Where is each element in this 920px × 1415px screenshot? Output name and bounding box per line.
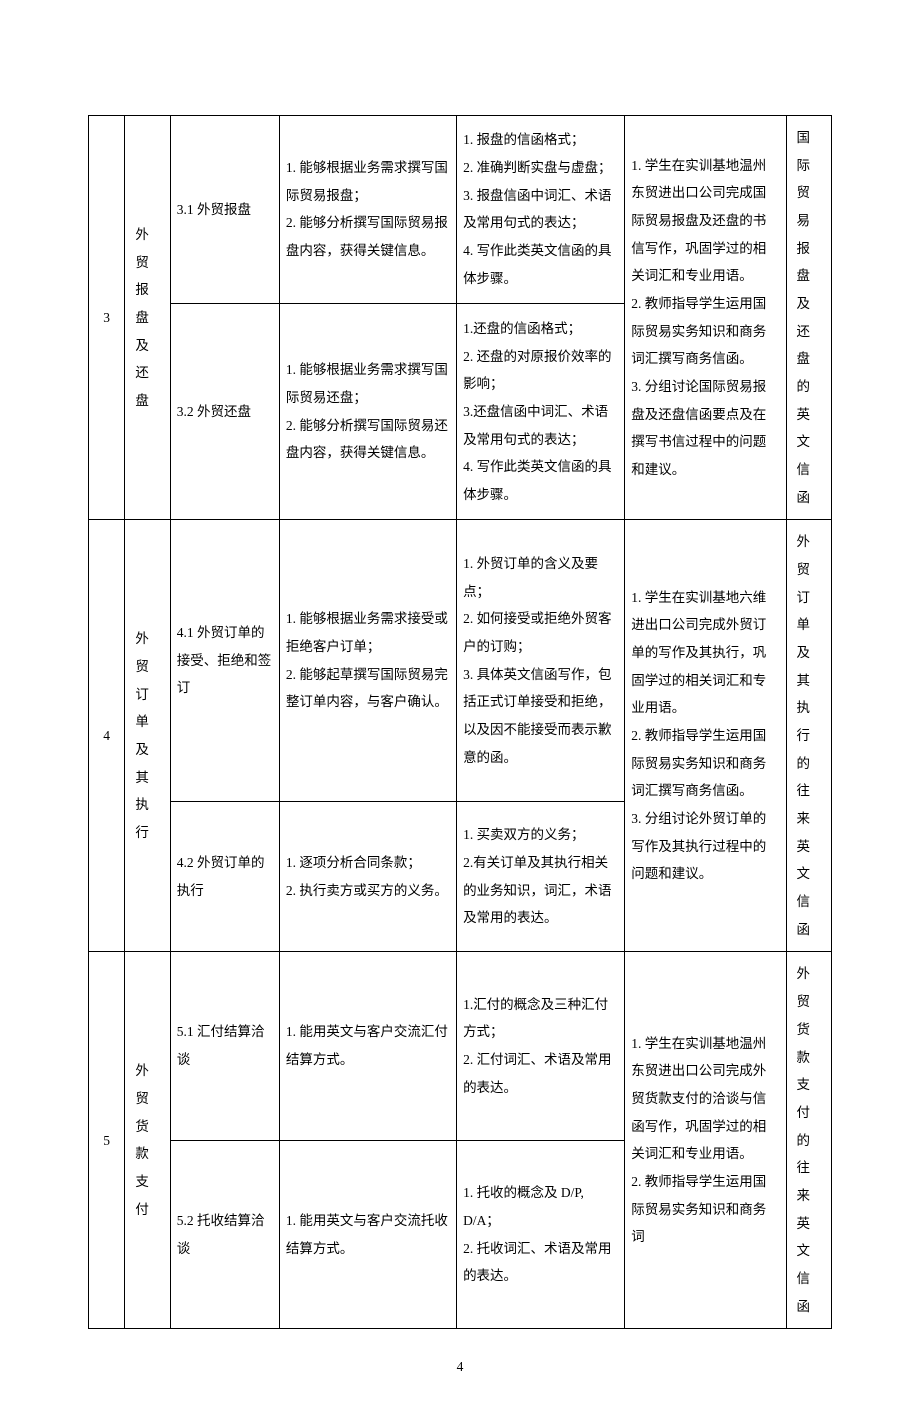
skill-cell: 1. 能够根据业务需求接受或拒绝客户订单； 2. 能够起草撰写国际贸易完整订单内…	[279, 520, 456, 801]
knowledge-cell: 1. 外贸订单的含义及要点； 2. 如何接受或拒绝外贸客户的订购； 3. 具体英…	[457, 520, 625, 801]
subtopic-cell: 5.2 托收结算洽谈	[170, 1140, 279, 1328]
output-cell: 外贸订单及其执行的往来英文信函	[786, 520, 831, 952]
table-row: 5 外贸货款支付 5.1 汇付结算洽谈 1. 能用英文与客户交流汇付结算方式。 …	[89, 952, 832, 1140]
activity-cell: 1. 学生在实训基地六维进出口公司完成外贸订单的写作及其执行，巩固学过的相关词汇…	[625, 520, 786, 952]
knowledge-cell: 1. 报盘的信函格式； 2. 准确判断实盘与虚盘； 3. 报盘信函中词汇、术语及…	[457, 116, 625, 304]
skill-cell: 1. 能够根据业务需求撰写国际贸易还盘； 2. 能够分析撰写国际贸易还盘内容，获…	[279, 303, 456, 519]
activity-cell: 1. 学生在实训基地温州东贸进出口公司完成外贸货款支付的洽谈与信函写作，巩固学过…	[625, 952, 786, 1329]
row-number: 4	[89, 520, 125, 952]
curriculum-table: 3 外贸报盘及还盘 3.1 外贸报盘 1. 能够根据业务需求撰写国际贸易报盘； …	[88, 115, 832, 1329]
topic-cell: 外贸货款支付	[125, 952, 170, 1329]
table-row: 4 外贸订单及其执行 4.1 外贸订单的接受、拒绝和签订 1. 能够根据业务需求…	[89, 520, 832, 801]
output-cell: 国际贸易报盘及还盘的英文信函	[786, 116, 831, 520]
skill-cell: 1. 能用英文与客户交流托收结算方式。	[279, 1140, 456, 1328]
subtopic-cell: 3.2 外贸还盘	[170, 303, 279, 519]
subtopic-cell: 4.2 外贸订单的执行	[170, 801, 279, 952]
knowledge-cell: 1. 托收的概念及 D/P, D/A； 2. 托收词汇、术语及常用的表达。	[457, 1140, 625, 1328]
subtopic-cell: 5.1 汇付结算洽谈	[170, 952, 279, 1140]
subtopic-cell: 4.1 外贸订单的接受、拒绝和签订	[170, 520, 279, 801]
output-cell: 外贸货款支付的往来英文信函	[786, 952, 831, 1329]
skill-cell: 1. 能用英文与客户交流汇付结算方式。	[279, 952, 456, 1140]
row-number: 3	[89, 116, 125, 520]
knowledge-cell: 1. 买卖双方的义务； 2.有关订单及其执行相关的业务知识，词汇，术语及常用的表…	[457, 801, 625, 952]
knowledge-cell: 1.汇付的概念及三种汇付方式； 2. 汇付词汇、术语及常用的表达。	[457, 952, 625, 1140]
page-number: 4	[88, 1359, 832, 1375]
table-row: 3 外贸报盘及还盘 3.1 外贸报盘 1. 能够根据业务需求撰写国际贸易报盘； …	[89, 116, 832, 304]
skill-cell: 1. 能够根据业务需求撰写国际贸易报盘； 2. 能够分析撰写国际贸易报盘内容，获…	[279, 116, 456, 304]
skill-cell: 1. 逐项分析合同条款； 2. 执行卖方或买方的义务。	[279, 801, 456, 952]
row-number: 5	[89, 952, 125, 1329]
knowledge-cell: 1.还盘的信函格式； 2. 还盘的对原报价效率的影响； 3.还盘信函中词汇、术语…	[457, 303, 625, 519]
topic-cell: 外贸报盘及还盘	[125, 116, 170, 520]
topic-cell: 外贸订单及其执行	[125, 520, 170, 952]
subtopic-cell: 3.1 外贸报盘	[170, 116, 279, 304]
activity-cell: 1. 学生在实训基地温州东贸进出口公司完成国际贸易报盘及还盘的书信写作，巩固学过…	[625, 116, 786, 520]
